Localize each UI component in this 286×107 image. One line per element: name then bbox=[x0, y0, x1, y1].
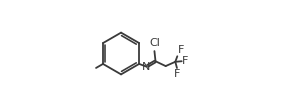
Text: F: F bbox=[178, 45, 184, 55]
Text: N: N bbox=[142, 62, 151, 72]
Text: Cl: Cl bbox=[149, 38, 160, 48]
Text: F: F bbox=[174, 69, 180, 79]
Text: F: F bbox=[182, 56, 188, 66]
